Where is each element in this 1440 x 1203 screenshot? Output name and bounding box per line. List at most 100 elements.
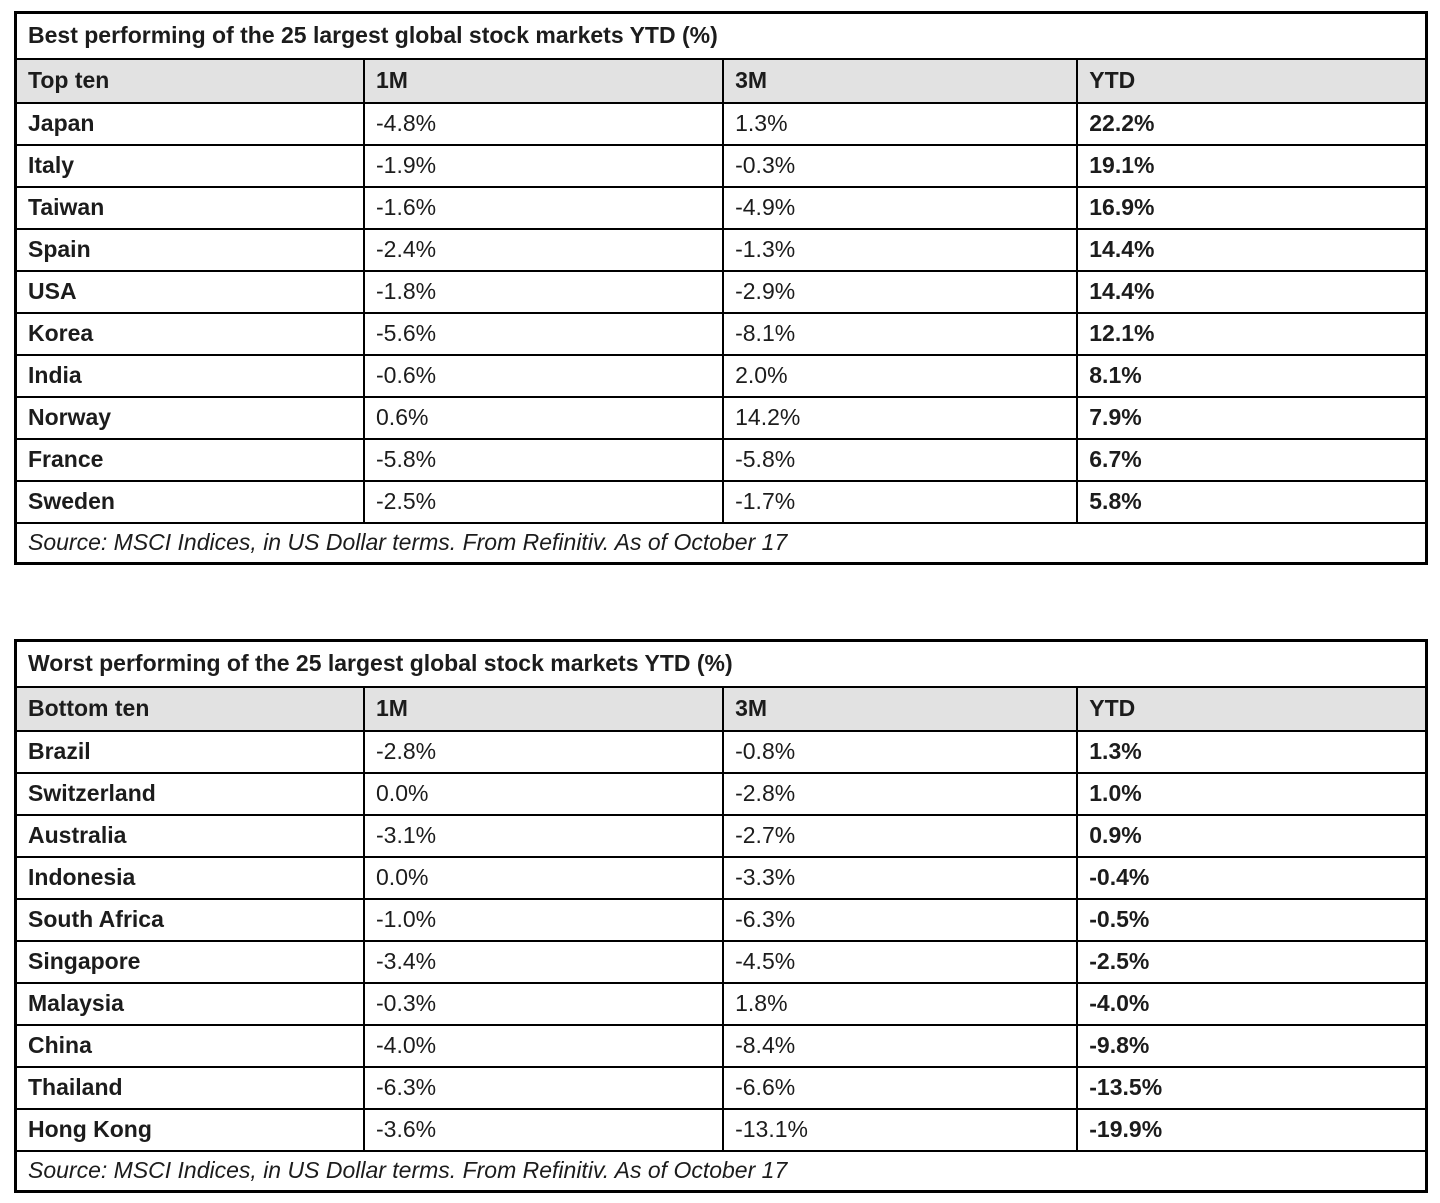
column-header-1m: 1M bbox=[363, 58, 725, 104]
market-name-cell: Taiwan bbox=[14, 186, 366, 230]
value-cell: -13.5% bbox=[1076, 1066, 1428, 1110]
market-name-cell: Brazil bbox=[14, 730, 366, 774]
value-cell: -0.3% bbox=[722, 144, 1079, 188]
table-header-row: Top ten 1M 3M YTD bbox=[14, 58, 1428, 104]
value-cell: -5.6% bbox=[363, 312, 725, 356]
table-title: Worst performing of the 25 largest globa… bbox=[14, 639, 1428, 688]
market-name-cell: USA bbox=[14, 270, 366, 314]
market-name-cell: Korea bbox=[14, 312, 366, 356]
market-name-cell: Thailand bbox=[14, 1066, 366, 1110]
market-name-cell: Norway bbox=[14, 396, 366, 440]
value-cell: 22.2% bbox=[1076, 102, 1428, 146]
value-cell: 1.8% bbox=[722, 982, 1079, 1026]
worst-performers-table: Worst performing of the 25 largest globa… bbox=[14, 639, 1428, 1193]
value-cell: -4.9% bbox=[722, 186, 1079, 230]
value-cell: -3.1% bbox=[363, 814, 725, 858]
value-cell: -3.4% bbox=[363, 940, 725, 984]
table-row: Taiwan -1.6% -4.9% 16.9% bbox=[14, 186, 1428, 230]
source-note: Source: MSCI Indices, in US Dollar terms… bbox=[14, 1150, 1428, 1193]
value-cell: -5.8% bbox=[722, 438, 1079, 482]
value-cell: -2.9% bbox=[722, 270, 1079, 314]
column-header-3m: 3M bbox=[722, 686, 1079, 732]
value-cell: -0.4% bbox=[1076, 856, 1428, 900]
value-cell: 1.3% bbox=[1076, 730, 1428, 774]
market-name-cell: France bbox=[14, 438, 366, 482]
value-cell: -4.0% bbox=[363, 1024, 725, 1068]
table-body: Brazil -2.8% -0.8% 1.3% Switzerland 0.0% -2.8%… bbox=[14, 730, 1428, 1152]
value-cell: -1.9% bbox=[363, 144, 725, 188]
column-header-1m: 1M bbox=[363, 686, 725, 732]
value-cell: -19.9% bbox=[1076, 1108, 1428, 1152]
market-name-cell: South Africa bbox=[14, 898, 366, 942]
value-cell: -2.5% bbox=[1076, 940, 1428, 984]
value-cell: -2.4% bbox=[363, 228, 725, 272]
market-name-cell: Singapore bbox=[14, 940, 366, 984]
value-cell: -1.3% bbox=[722, 228, 1079, 272]
value-cell: -13.1% bbox=[722, 1108, 1079, 1152]
best-performers-section: Best performing of the 25 largest global… bbox=[14, 11, 1428, 565]
table-title-row: Worst performing of the 25 largest globa… bbox=[14, 639, 1428, 688]
table-row: Spain -2.4% -1.3% 14.4% bbox=[14, 228, 1428, 272]
value-cell: 0.0% bbox=[363, 772, 725, 816]
value-cell: -4.5% bbox=[722, 940, 1079, 984]
value-cell: -1.7% bbox=[722, 480, 1079, 524]
value-cell: -3.3% bbox=[722, 856, 1079, 900]
market-name-cell: Australia bbox=[14, 814, 366, 858]
worst-performers-section: Worst performing of the 25 largest globa… bbox=[14, 639, 1428, 1193]
market-name-cell: Italy bbox=[14, 144, 366, 188]
value-cell: -4.8% bbox=[363, 102, 725, 146]
value-cell: 19.1% bbox=[1076, 144, 1428, 188]
value-cell: -3.6% bbox=[363, 1108, 725, 1152]
value-cell: -6.6% bbox=[722, 1066, 1079, 1110]
value-cell: -2.8% bbox=[363, 730, 725, 774]
value-cell: 6.7% bbox=[1076, 438, 1428, 482]
value-cell: 14.4% bbox=[1076, 228, 1428, 272]
value-cell: -8.4% bbox=[722, 1024, 1079, 1068]
value-cell: 14.2% bbox=[722, 396, 1079, 440]
table-row: Italy -1.9% -0.3% 19.1% bbox=[14, 144, 1428, 188]
source-row: Source: MSCI Indices, in US Dollar terms… bbox=[14, 522, 1428, 565]
value-cell: 16.9% bbox=[1076, 186, 1428, 230]
column-header-ytd: YTD bbox=[1076, 686, 1428, 732]
table-row: South Africa -1.0% -6.3% -0.5% bbox=[14, 898, 1428, 942]
table-row: India -0.6% 2.0% 8.1% bbox=[14, 354, 1428, 398]
market-name-cell: Japan bbox=[14, 102, 366, 146]
table-row: Norway 0.6% 14.2% 7.9% bbox=[14, 396, 1428, 440]
value-cell: 0.9% bbox=[1076, 814, 1428, 858]
value-cell: 7.9% bbox=[1076, 396, 1428, 440]
value-cell: 1.3% bbox=[722, 102, 1079, 146]
column-header-top-ten: Top ten bbox=[14, 58, 366, 104]
value-cell: -1.6% bbox=[363, 186, 725, 230]
value-cell: -2.5% bbox=[363, 480, 725, 524]
value-cell: -2.8% bbox=[722, 772, 1079, 816]
column-header-bottom-ten: Bottom ten bbox=[14, 686, 366, 732]
market-name-cell: Switzerland bbox=[14, 772, 366, 816]
value-cell: 14.4% bbox=[1076, 270, 1428, 314]
value-cell: 5.8% bbox=[1076, 480, 1428, 524]
value-cell: 0.0% bbox=[363, 856, 725, 900]
value-cell: -6.3% bbox=[722, 898, 1079, 942]
value-cell: -2.7% bbox=[722, 814, 1079, 858]
column-header-ytd: YTD bbox=[1076, 58, 1428, 104]
value-cell: 8.1% bbox=[1076, 354, 1428, 398]
value-cell: 1.0% bbox=[1076, 772, 1428, 816]
value-cell: 2.0% bbox=[722, 354, 1079, 398]
market-name-cell: Sweden bbox=[14, 480, 366, 524]
market-name-cell: China bbox=[14, 1024, 366, 1068]
table-row: Thailand -6.3% -6.6% -13.5% bbox=[14, 1066, 1428, 1110]
value-cell: -5.8% bbox=[363, 438, 725, 482]
value-cell: -0.6% bbox=[363, 354, 725, 398]
best-performers-table: Best performing of the 25 largest global… bbox=[14, 11, 1428, 565]
table-row: Hong Kong -3.6% -13.1% -19.9% bbox=[14, 1108, 1428, 1152]
value-cell: -0.8% bbox=[722, 730, 1079, 774]
value-cell: -8.1% bbox=[722, 312, 1079, 356]
source-note: Source: MSCI Indices, in US Dollar terms… bbox=[14, 522, 1428, 565]
value-cell: -1.8% bbox=[363, 270, 725, 314]
value-cell: -6.3% bbox=[363, 1066, 725, 1110]
table-body: Japan -4.8% 1.3% 22.2% Italy -1.9% -0.3% 19.1% T… bbox=[14, 102, 1428, 524]
market-name-cell: Malaysia bbox=[14, 982, 366, 1026]
table-row: Japan -4.8% 1.3% 22.2% bbox=[14, 102, 1428, 146]
market-name-cell: Spain bbox=[14, 228, 366, 272]
